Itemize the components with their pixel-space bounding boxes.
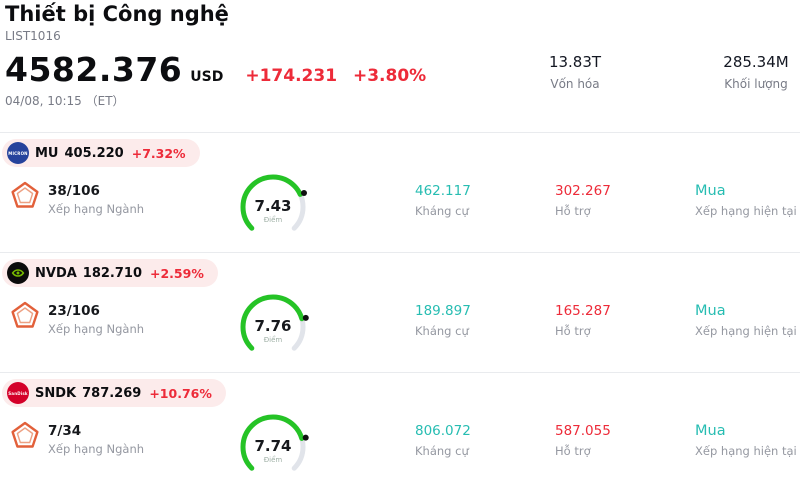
- support-value: 587.055: [555, 423, 611, 439]
- score-value: 7.74: [254, 437, 292, 455]
- rating-column: Mua Xếp hạng hiện tại: [695, 183, 797, 218]
- resistance-column: 806.072 Kháng cự: [415, 423, 471, 458]
- change-percent: +3.80%: [352, 66, 427, 86]
- industry-rank-value: 38/106: [48, 183, 100, 199]
- score-value: 7.76: [254, 317, 292, 335]
- score-gauge: 7.43 Điểm: [228, 167, 318, 239]
- score-gauge: 7.74 Điểm: [228, 407, 318, 479]
- industry-rank-icon: [11, 301, 39, 328]
- resistance-label: Kháng cự: [415, 324, 469, 338]
- ticker-symbol: SNDK: [35, 385, 77, 401]
- stock-row-sndk: SanDisk SNDK 787.269 +10.76% 7/34 Xếp hạ…: [0, 372, 800, 488]
- industry-rank-icon: [11, 421, 39, 448]
- page-title: Thiết bị Công nghệ: [5, 2, 229, 26]
- resistance-column: 189.897 Kháng cự: [415, 303, 471, 338]
- change-absolute: +174.231: [245, 66, 338, 86]
- score-gauge: 7.76 Điểm: [228, 287, 318, 359]
- industry-rank-icon: [11, 181, 39, 208]
- stat-market-cap: 13.83T Vốn hóa: [520, 53, 630, 91]
- industry-rank-label: Xếp hạng Ngành: [48, 202, 145, 216]
- stock-header-pill[interactable]: MICRON MU 405.220 +7.32%: [2, 139, 200, 167]
- stock-row-mu: MICRON MU 405.220 +7.32% 38/106 Xếp hạng…: [0, 132, 800, 252]
- rating-label: Xếp hạng hiện tại: [695, 444, 797, 458]
- stat-volume: 285.34M Khối lượng: [706, 53, 800, 91]
- quote-datetime: 04/08, 10:15 （ET）: [5, 94, 125, 108]
- resistance-column: 462.117 Kháng cự: [415, 183, 471, 218]
- rating-value: Mua: [695, 183, 726, 199]
- support-label: Hỗ trợ: [555, 324, 591, 338]
- stock-change: +10.76%: [149, 385, 212, 401]
- support-column: 165.287 Hỗ trợ: [555, 303, 611, 338]
- resistance-label: Kháng cự: [415, 444, 469, 458]
- stock-price: 405.220: [64, 145, 124, 161]
- resistance-value: 462.117: [415, 183, 471, 199]
- stock-detail-row: 38/106 Xếp hạng Ngành 7.43 Điểm 462.117 …: [0, 167, 800, 253]
- market-cap-value: 13.83T: [548, 53, 602, 71]
- stock-detail-row: 7/34 Xếp hạng Ngành 7.74 Điểm 806.072 Kh…: [0, 407, 800, 488]
- rating-column: Mua Xếp hạng hiện tại: [695, 423, 797, 458]
- stock-price: 787.269: [82, 385, 142, 401]
- support-column: 587.055 Hỗ trợ: [555, 423, 611, 458]
- industry-rank-label: Xếp hạng Ngành: [48, 322, 145, 336]
- resistance-value: 189.897: [415, 303, 471, 319]
- index-price: 4582.376: [5, 50, 183, 89]
- stock-header-pill[interactable]: SanDisk SNDK 787.269 +10.76%: [2, 379, 226, 407]
- sandisk-logo-icon: SanDisk: [7, 382, 29, 404]
- stock-header-pill[interactable]: NVDA 182.710 +2.59%: [2, 259, 218, 287]
- industry-rank-value: 23/106: [48, 303, 100, 319]
- rating-label: Xếp hạng hiện tại: [695, 324, 797, 338]
- stock-change: +7.32%: [131, 145, 186, 161]
- currency-label: USD: [190, 69, 224, 85]
- nvidia-logo-icon: [7, 262, 29, 284]
- list-id: LIST1016: [5, 29, 61, 43]
- rating-value: Mua: [695, 303, 726, 319]
- support-label: Hỗ trợ: [555, 444, 591, 458]
- rating-column: Mua Xếp hạng hiện tại: [695, 303, 797, 338]
- resistance-value: 806.072: [415, 423, 471, 439]
- list-header: Thiết bị Công nghệ LIST1016 4582.376 USD…: [0, 0, 800, 132]
- index-change: +174.231 +3.80%: [245, 66, 436, 86]
- market-cap-label: Vốn hóa: [550, 77, 600, 91]
- stock-row-nvda: NVDA 182.710 +2.59% 23/106 Xếp hạng Ngàn…: [0, 252, 800, 372]
- industry-rank-value: 7/34: [48, 423, 82, 439]
- score-unit-label: Điểm: [263, 216, 283, 224]
- stock-change: +2.59%: [150, 265, 204, 281]
- score-value: 7.43: [254, 197, 292, 215]
- rating-value: Mua: [695, 423, 726, 439]
- stock-detail-row: 23/106 Xếp hạng Ngành 7.76 Điểm 189.897 …: [0, 287, 800, 373]
- support-value: 165.287: [555, 303, 611, 319]
- support-value: 302.267: [555, 183, 611, 199]
- support-column: 302.267 Hỗ trợ: [555, 183, 611, 218]
- support-label: Hỗ trợ: [555, 204, 591, 218]
- ticker-symbol: NVDA: [35, 265, 77, 281]
- score-unit-label: Điểm: [263, 456, 283, 464]
- industry-rank-label: Xếp hạng Ngành: [48, 442, 145, 456]
- volume-label: Khối lượng: [724, 77, 788, 91]
- micron-logo-icon: MICRON: [7, 142, 29, 164]
- score-unit-label: Điểm: [263, 336, 283, 344]
- stock-price: 182.710: [82, 265, 143, 281]
- price-row: 4582.376 USD +174.231 +3.80%: [5, 50, 436, 89]
- rating-label: Xếp hạng hiện tại: [695, 204, 797, 218]
- volume-value: 285.34M: [723, 53, 789, 71]
- ticker-symbol: MU: [35, 145, 59, 161]
- resistance-label: Kháng cự: [415, 204, 469, 218]
